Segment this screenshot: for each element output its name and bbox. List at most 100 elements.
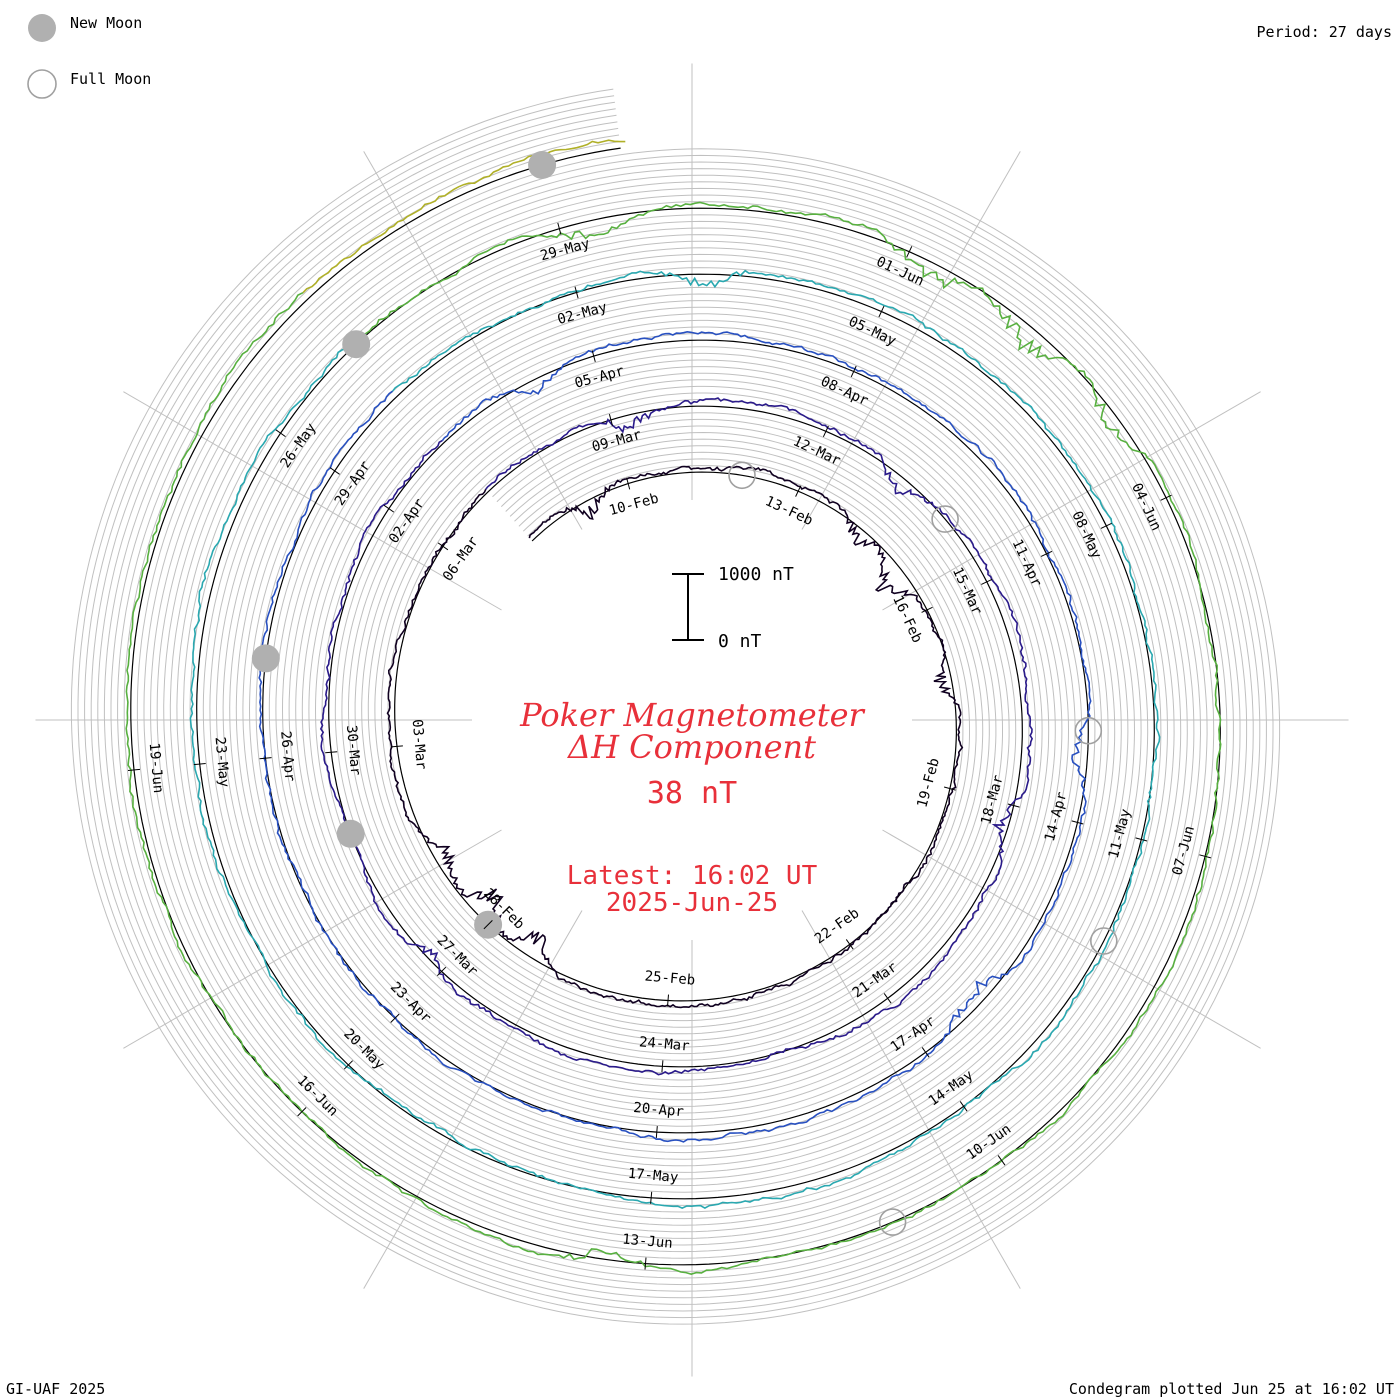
radial-spoke xyxy=(363,910,583,1289)
date-tick xyxy=(921,606,933,613)
date-tick xyxy=(259,757,272,760)
date-tick xyxy=(1040,550,1053,557)
date-tick xyxy=(959,1101,968,1112)
full-moon-marker xyxy=(728,461,756,490)
series-turn-5 xyxy=(125,201,1222,1276)
date-tick xyxy=(574,286,579,299)
full-moon-label: Full Moon xyxy=(70,70,151,88)
scale-bar-bottom-label: 0 nT xyxy=(718,631,762,652)
new-moon-icon xyxy=(28,14,56,42)
date-tick xyxy=(1160,494,1172,501)
date-tick xyxy=(943,786,956,791)
date-tick xyxy=(655,1126,658,1139)
series-turn-1 xyxy=(386,465,964,1009)
date-label: 07-Jun xyxy=(1170,824,1198,877)
grid-spiral xyxy=(110,127,1241,1286)
new-moon-marker xyxy=(342,330,371,359)
footer-plot-time: Condegram plotted Jun 25 at 16:02 UT xyxy=(1069,1380,1394,1398)
date-label: 18-Mar xyxy=(978,773,1006,826)
grid-spiral xyxy=(117,134,1234,1279)
series-turn-2 xyxy=(319,397,1033,1076)
grid-spiral xyxy=(84,101,1267,1312)
date-tick xyxy=(850,365,857,378)
date-tick xyxy=(608,413,613,426)
series-turn-3 xyxy=(258,330,1092,1143)
date-tick xyxy=(390,745,403,748)
date-label: 17-May xyxy=(627,1166,679,1186)
date-label: 25-Feb xyxy=(644,968,696,988)
date-label: 19-Feb xyxy=(914,756,942,809)
date-label: 23-May xyxy=(211,736,231,788)
grid-spiral xyxy=(103,121,1248,1292)
date-label: 13-Jun xyxy=(622,1232,674,1252)
date-tick xyxy=(275,429,286,438)
date-tick xyxy=(997,1155,1006,1166)
date-tick xyxy=(436,966,447,977)
date-tick xyxy=(921,1047,930,1058)
radial-spoke xyxy=(123,391,502,611)
full-moon-marker xyxy=(1074,716,1103,745)
current-value: 38 nT xyxy=(647,776,737,811)
grid-spiral xyxy=(77,95,1274,1319)
date-label: 14-Apr xyxy=(1042,790,1070,843)
date-tick xyxy=(661,1060,664,1073)
date-tick xyxy=(644,1257,647,1270)
date-tick xyxy=(883,993,892,1004)
new-moon-label: New Moon xyxy=(70,14,142,32)
radial-spoke xyxy=(363,151,583,530)
date-tick xyxy=(795,485,802,497)
date-tick xyxy=(845,939,854,950)
date-tick xyxy=(1007,803,1020,808)
moon-markers xyxy=(251,151,1118,1236)
full-moon-marker xyxy=(878,1208,907,1236)
date-tick xyxy=(667,994,669,1007)
date-tick xyxy=(325,751,338,754)
date-tick xyxy=(822,425,829,438)
period-label: Period: 27 days xyxy=(1257,23,1392,41)
grid-layer xyxy=(70,88,1281,1325)
date-tick xyxy=(193,763,206,766)
date-tick xyxy=(343,1060,353,1070)
radial-spoke xyxy=(801,151,1021,530)
date-label: 30-Mar xyxy=(343,724,363,776)
data-series xyxy=(125,139,1222,1276)
date-tick xyxy=(1199,854,1212,859)
date-tick xyxy=(626,477,631,490)
new-moon-marker xyxy=(251,644,280,673)
date-tick xyxy=(650,1191,653,1204)
scale-bar-top-label: 1000 nT xyxy=(718,564,794,585)
latest-time: Latest: 16:02 UT xyxy=(567,861,818,891)
date-tick xyxy=(390,1013,400,1023)
grid-spiral xyxy=(97,114,1254,1299)
date-label: 16-Feb xyxy=(889,593,925,646)
date-tick xyxy=(1071,820,1084,825)
date-tick xyxy=(557,222,562,235)
date-label: 26-Apr xyxy=(277,730,297,782)
date-tick xyxy=(383,504,395,513)
grid-spiral xyxy=(70,88,1281,1325)
date-label: 19-Jun xyxy=(146,742,166,794)
scale-bar: 1000 nT 0 nT xyxy=(672,564,794,652)
full-moon-marker xyxy=(931,505,959,533)
date-label: 20-Apr xyxy=(633,1100,685,1120)
center-title: Poker Magnetometer ΔH Component 38 nT La… xyxy=(519,696,865,918)
footer-credit: GI-UAF 2025 xyxy=(6,1380,105,1398)
date-tick xyxy=(437,542,449,551)
date-tick xyxy=(1135,837,1148,842)
chart-subtitle: ΔH Component xyxy=(566,728,816,766)
date-tick xyxy=(127,768,141,771)
date-label: 13-Feb xyxy=(763,493,816,529)
legend: New Moon Full Moon xyxy=(27,14,151,99)
new-moon-marker xyxy=(336,819,365,848)
date-label: 11-May xyxy=(1106,807,1134,860)
date-tick xyxy=(878,305,885,318)
date-tick xyxy=(1100,522,1112,529)
date-tick xyxy=(483,920,493,930)
date-tick xyxy=(591,350,596,363)
radial-spoke xyxy=(882,391,1261,611)
new-moon-marker xyxy=(528,151,557,179)
radial-spoke xyxy=(123,829,502,1049)
date-tick xyxy=(906,246,913,258)
date-label: 24-Mar xyxy=(638,1034,690,1054)
